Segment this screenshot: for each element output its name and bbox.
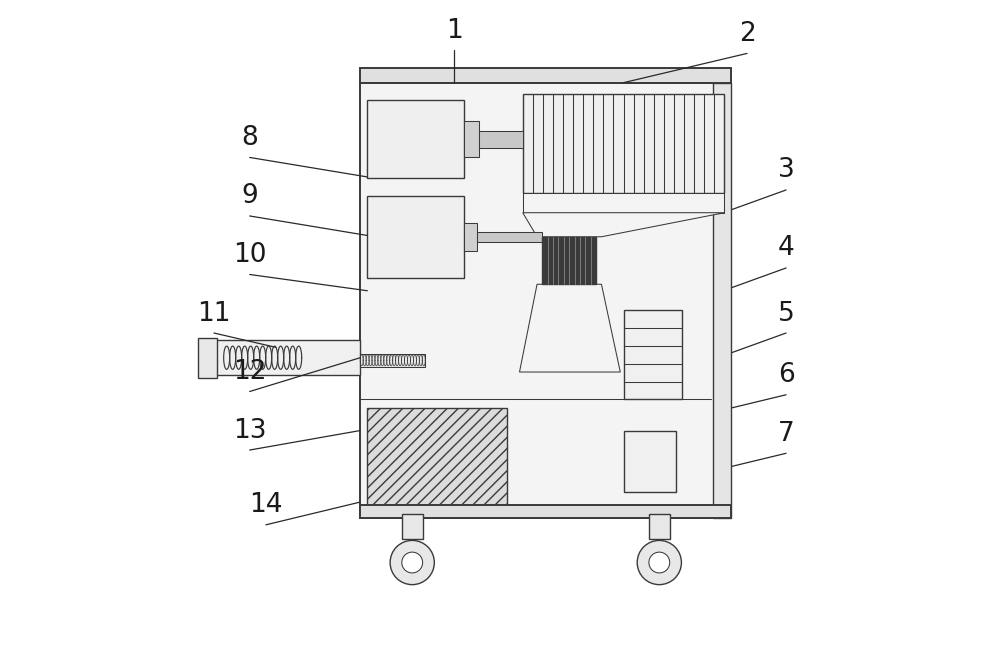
Text: 3: 3 [778, 157, 794, 183]
Text: 8: 8 [241, 125, 258, 151]
Text: 13: 13 [233, 417, 266, 443]
Bar [367, 100, 464, 178]
Bar [477, 232, 542, 242]
Bar [649, 515, 670, 539]
Circle shape [649, 552, 670, 573]
Bar [360, 354, 425, 367]
Bar [713, 83, 731, 518]
Text: 12: 12 [233, 359, 266, 385]
Bar [214, 340, 360, 375]
Bar [542, 237, 596, 284]
Bar [479, 131, 523, 148]
Text: 5: 5 [778, 300, 794, 326]
Bar [360, 505, 731, 518]
Text: 14: 14 [249, 492, 283, 518]
Bar [198, 338, 217, 378]
Bar [464, 223, 477, 251]
Bar [624, 430, 676, 492]
Circle shape [390, 541, 434, 584]
Text: 7: 7 [778, 421, 794, 447]
Text: 9: 9 [241, 183, 258, 210]
Text: 4: 4 [778, 236, 794, 261]
Text: 6: 6 [778, 362, 794, 389]
Bar [402, 515, 423, 539]
Polygon shape [523, 213, 724, 237]
Bar [523, 193, 724, 213]
Polygon shape [520, 284, 620, 372]
Circle shape [637, 541, 681, 584]
Bar [464, 121, 479, 157]
Bar [360, 69, 731, 83]
Bar [360, 83, 731, 518]
Bar [624, 310, 682, 400]
Bar [367, 407, 507, 510]
Bar [367, 197, 464, 278]
Text: 11: 11 [197, 300, 231, 326]
Text: 10: 10 [233, 242, 266, 268]
Text: 1: 1 [446, 18, 463, 44]
Text: 2: 2 [739, 21, 755, 47]
Bar [523, 94, 724, 193]
Circle shape [402, 552, 423, 573]
